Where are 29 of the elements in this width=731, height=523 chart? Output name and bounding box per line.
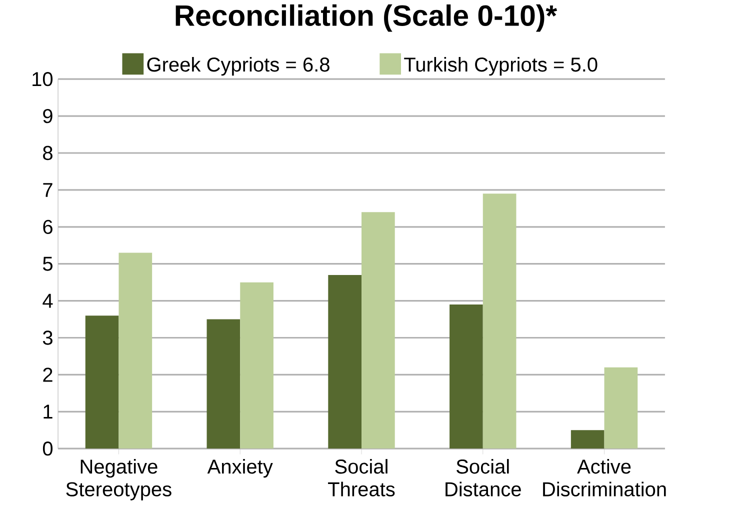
- bar: [570, 430, 604, 449]
- bar: [604, 367, 638, 449]
- y-tick-label: 6: [43, 220, 52, 234]
- legend-label: Turkish Cypriots = 5.0: [404, 57, 598, 76]
- y-tick-label: 2: [43, 368, 52, 382]
- bar: [362, 212, 395, 449]
- bar: [240, 282, 274, 449]
- bar: [482, 194, 516, 449]
- chart-title: Reconciliation (Scale 0-10)*: [176, 4, 558, 32]
- y-tick-label: 1: [44, 404, 52, 419]
- y-tick-label: 7: [43, 183, 52, 198]
- bar: [85, 316, 119, 449]
- bar: [450, 304, 483, 449]
- x-tick-label: Social Threats: [328, 459, 395, 497]
- y-tick-label: 5: [42, 257, 52, 271]
- y-tick-label: 3: [42, 330, 52, 346]
- bar: [328, 275, 362, 449]
- bar: [118, 252, 152, 449]
- x-tick-label: Anxiety: [207, 459, 273, 478]
- y-tick-label: 8: [43, 146, 52, 160]
- x-tick-label: Negative Stereotypes: [66, 459, 172, 501]
- y-tick-label: 9: [43, 109, 52, 124]
- y-tick-label: 0: [42, 442, 53, 456]
- y-tick-label: 4: [42, 294, 53, 308]
- x-tick-label: Social Distance: [446, 459, 521, 497]
- legend-label: Greek Cypriots = 6.8: [147, 57, 330, 76]
- bar: [206, 319, 240, 449]
- x-tick-label: Active Discrimination: [543, 459, 666, 497]
- y-tick-label: 10: [32, 72, 53, 86]
